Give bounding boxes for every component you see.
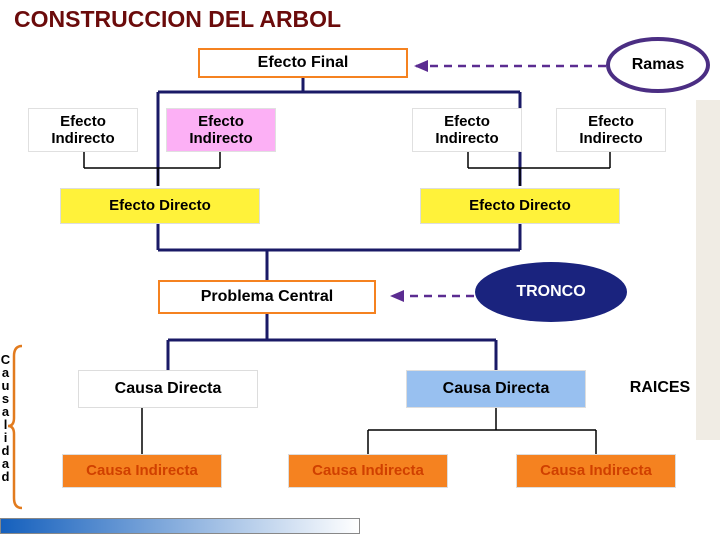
causa-directa-1: Causa Directa — [78, 370, 258, 408]
raices-label: RAICES — [620, 376, 700, 400]
tronco-label: TRONCO — [476, 278, 626, 306]
causa-indirecta-2: Causa Indirecta — [288, 454, 448, 488]
causa-indirecta-1: Causa Indirecta — [62, 454, 222, 488]
efecto-directo-1: Efecto Directo — [60, 188, 260, 224]
causa-indirecta-3: Causa Indirecta — [516, 454, 676, 488]
efecto-final-label: Efecto Final — [258, 54, 349, 72]
efecto-indirecto-3: Efecto Indirecto — [412, 108, 522, 152]
ramas-label: Ramas — [608, 50, 708, 80]
efecto-indirecto-2: Efecto Indirecto — [166, 108, 276, 152]
causalidad-label: Causalidad — [0, 352, 13, 482]
efecto-indirecto-1: Efecto Indirecto — [28, 108, 138, 152]
efecto-indirecto-4: Efecto Indirecto — [556, 108, 666, 152]
causa-directa-2: Causa Directa — [406, 370, 586, 408]
efecto-final-box: Efecto Final — [198, 48, 408, 78]
page-title: CONSTRUCCION DEL ARBOL — [14, 6, 341, 33]
problema-central-box: Problema Central — [158, 280, 376, 314]
footer-gradient-bar — [0, 518, 360, 534]
efecto-directo-2: Efecto Directo — [420, 188, 620, 224]
